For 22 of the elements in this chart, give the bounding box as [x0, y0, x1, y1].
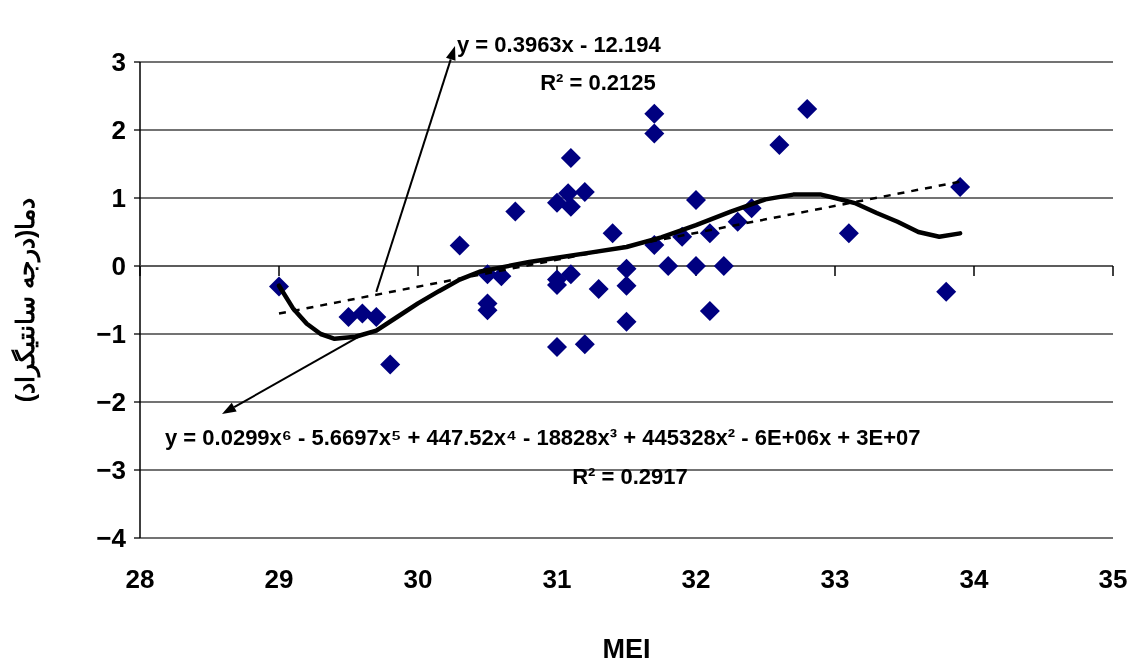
annotation: R² = 0.2917 [572, 464, 688, 489]
annotation: R² = 0.2125 [540, 70, 656, 95]
x-tick-label: 33 [820, 564, 850, 594]
annotation: y = 0.0299x⁶ - 5.6697x⁵ + 447.52x⁴ - 18828x³ + 445328x² - 6E+06x + 3E+07 [165, 425, 921, 450]
y-axis-title: دما(درجه سانتیگراد) [10, 197, 41, 403]
y-tick-label: 0 [111, 251, 126, 281]
x-axis-title: MEI [602, 634, 651, 664]
x-tick-label: 34 [959, 564, 989, 594]
y-tick-label: 2 [111, 115, 126, 145]
y-tick-label: −2 [96, 387, 126, 417]
x-tick-label: 28 [125, 564, 155, 594]
y-tick-label: −4 [96, 523, 127, 553]
x-tick-label: 29 [264, 564, 294, 594]
y-tick-label: 1 [111, 183, 126, 213]
x-tick-label: 31 [542, 564, 572, 594]
y-tick-label: −1 [96, 319, 126, 349]
y-tick-label: −3 [96, 455, 126, 485]
x-tick-label: 35 [1098, 564, 1128, 594]
y-tick-label: 3 [111, 47, 126, 77]
x-tick-label: 32 [681, 564, 711, 594]
x-tick-label: 30 [403, 564, 433, 594]
annotation: y = 0.3963x - 12.194 [457, 32, 662, 57]
